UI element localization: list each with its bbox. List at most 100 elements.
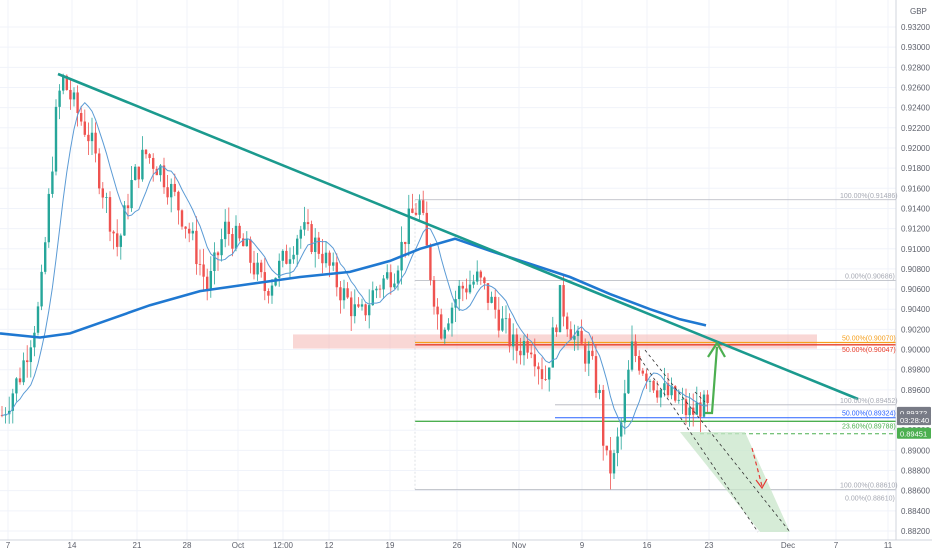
candle-body [407,208,410,245]
candle-body [504,318,508,320]
time-tick-label: Nov [512,541,526,550]
candle-body [479,271,482,278]
candle-body [162,165,166,188]
candle-body [634,341,637,357]
price-tag-label: 0.89372 [900,409,927,418]
fib-label: 0.00%(0.88610) [845,496,895,503]
candle-body [537,366,540,370]
candle-body [213,252,216,272]
candle-body [252,262,256,275]
price-tick-label: 0.90600 [901,285,930,294]
candle-body [317,237,320,254]
time-tick-label: 9 [580,541,585,550]
candle-body [18,378,22,383]
candle-body [44,242,47,272]
candle-body [548,367,551,380]
candle-body [328,252,331,266]
candle-body [472,281,475,285]
candle-body [414,212,418,215]
candle-body [98,153,101,189]
price-tick-label: 0.90200 [901,325,930,334]
candle-body [468,284,472,293]
fib-label: 100.00%(0.91486) [840,193,898,200]
candle-body [465,288,468,293]
candle-body [648,380,652,382]
candle-body [58,90,61,107]
candle-body [119,235,122,247]
price-tag-label: 03:28:40 [900,416,929,425]
candle-body [663,383,666,391]
candle-body [688,407,691,416]
candle-body [681,399,684,401]
candle-body [555,327,558,333]
candle-body [65,75,68,90]
candle-body [540,369,544,380]
price-tick-label: 0.90400 [901,305,930,314]
price-tick-label: 0.89000 [901,446,930,455]
candle-body [159,165,162,176]
price-tick-label: 0.88800 [901,467,930,476]
candle-body [180,210,184,227]
candle-body [206,276,209,289]
candle-body [576,330,580,337]
candle-body [461,285,464,289]
candle-body [627,369,630,394]
candle-body [249,239,252,263]
candle-body [299,229,302,239]
candle-body [533,354,536,367]
candle-body [368,305,371,316]
fib-label: 100.00%(0.88610) [840,483,898,490]
candle-body [40,271,43,307]
candle-body [306,222,310,225]
candle-body [630,341,634,370]
candle-body [418,200,421,215]
candle-body [584,343,587,364]
candle-body [346,288,349,298]
candle-body [36,306,40,333]
candle-body [220,239,223,256]
candle-body [137,166,140,180]
candle-body [382,278,385,290]
candle-body [508,318,511,347]
candle-body [80,113,83,122]
time-tick-label: 16 [643,541,652,550]
candle-body [152,157,155,169]
channel-lower-line [639,357,759,533]
candle-body [425,212,428,246]
candle-body [706,394,709,404]
candle-body [692,407,695,415]
price-tick-label: 0.91400 [901,204,930,213]
candle-body [447,323,450,330]
candle-body [101,188,104,198]
up-arrow [705,340,726,415]
candle-body [285,250,288,264]
candle-body [404,241,407,245]
candle-body [695,402,698,415]
price-axis-ticks: 0.93200 0.93000 0.92800 0.92600 0.92400 0.922… [901,23,930,536]
time-tick-label: 14 [68,541,77,550]
candle-body [515,334,518,351]
candle-body [519,350,522,356]
candle-body [94,132,97,154]
candle-body [278,260,281,278]
candle-body [47,193,50,243]
time-axis-ticks: 7 14 21 28 Oct 12:00 12 19 26 Nov 9 16 23 Dec 7 11 [6,541,893,550]
time-tick-label: 11 [884,541,893,550]
candles [0,73,709,490]
candle-body [303,222,306,230]
price-tick-label: 0.88400 [901,507,930,516]
candle-body [87,134,90,142]
fast-moving-average [1,101,708,430]
candle-body [188,228,191,234]
candle-body [429,245,432,281]
price-tag-box [897,414,931,426]
candle-body [170,183,173,198]
price-tick-label: 0.91000 [901,245,930,254]
candle-body [684,399,688,416]
candle-body [126,205,130,209]
candle-body [209,271,212,289]
candle-body [321,253,324,264]
candle-body [594,356,598,393]
candle-body [296,238,299,255]
